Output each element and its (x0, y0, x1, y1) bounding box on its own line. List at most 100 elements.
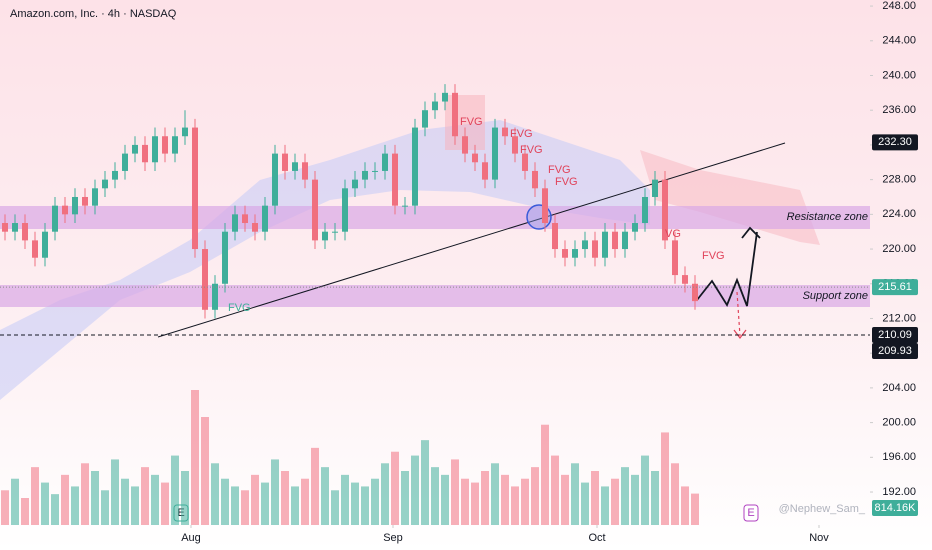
price-tag (872, 343, 918, 360)
volume-bar (581, 482, 589, 525)
volume-bar (141, 467, 149, 525)
resistance-zone (0, 206, 870, 229)
y-tick-label: 248.00 (882, 0, 916, 12)
x-tick-label: Nov (809, 532, 829, 544)
volume-bar (101, 490, 109, 525)
zone-label: Support zone (803, 290, 868, 302)
volume-bar (31, 467, 39, 525)
candle-body (232, 214, 238, 232)
volume-bar (621, 467, 629, 525)
candle-body (82, 196, 88, 206)
candle-body (592, 240, 598, 258)
volume-bar (341, 474, 349, 525)
candle-body (122, 153, 128, 171)
candle-body (622, 231, 628, 250)
candle-body (92, 188, 98, 206)
volume-bar (561, 474, 569, 525)
volume-bar (661, 432, 669, 525)
volume-bar (411, 455, 419, 525)
candle-body (402, 205, 408, 207)
y-tick-label: 192.00 (882, 486, 916, 498)
candle-body (212, 283, 218, 310)
volume-bar (171, 455, 179, 525)
y-tick-label: 224.00 (882, 208, 916, 220)
fvg-label: FVG (228, 302, 251, 314)
candle-body (352, 179, 358, 189)
volume-bar (541, 424, 549, 525)
volume-bar (471, 482, 479, 525)
volume-bar (641, 455, 649, 525)
volume-bar (111, 459, 119, 525)
candle-body (432, 101, 438, 111)
candle-body (412, 127, 418, 206)
volume-bar (371, 478, 379, 525)
volume-bar (611, 478, 619, 525)
price-tag (872, 134, 918, 151)
volume-bar (451, 459, 459, 525)
volume-bar (361, 486, 369, 525)
volume-bar (491, 463, 499, 525)
price-tag-label: 232.30 (878, 136, 912, 148)
volume-bar (691, 493, 699, 525)
candle-body (72, 196, 78, 215)
candle-body (582, 240, 588, 250)
y-tick-label: 220.00 (882, 243, 916, 255)
volume-bar (401, 471, 409, 525)
volume-bar (311, 447, 319, 525)
candle-body (42, 231, 48, 258)
x-tick-label: Oct (588, 532, 605, 544)
candle-body (362, 170, 368, 180)
candle-body (612, 231, 618, 250)
candle-body (572, 249, 578, 258)
cloud (0, 120, 650, 400)
volume-bar (271, 459, 279, 525)
candle-body (602, 231, 608, 258)
volume-bar (51, 494, 59, 525)
volume-bar (651, 471, 659, 525)
candle-body (692, 283, 698, 302)
candle-body (292, 162, 298, 171)
candle-body (322, 231, 328, 241)
candle-body (52, 205, 58, 232)
volume-bar (631, 474, 639, 525)
volume-bar (81, 463, 89, 525)
volume-bar (261, 482, 269, 525)
volume-bar (441, 474, 449, 525)
down-projection (736, 291, 741, 337)
volume-bar (351, 482, 359, 525)
fvg-label: FVG (555, 176, 578, 188)
candle-body (332, 231, 338, 233)
volume-bar (291, 486, 299, 525)
volume-bar (231, 486, 239, 525)
volume-bar (91, 471, 99, 525)
volume-bar (251, 474, 259, 525)
volume-bar (461, 478, 469, 525)
candle-body (682, 275, 688, 284)
candle-body (382, 153, 388, 171)
volume-bar (281, 471, 289, 525)
arrow-head (741, 226, 761, 239)
volume-bar (421, 440, 429, 525)
fvg-label: FVG (510, 128, 533, 140)
volume-tag-label: 814.16K (875, 502, 917, 514)
volume-bar (531, 467, 539, 525)
y-tick-label: 228.00 (882, 174, 916, 186)
candle-body (162, 136, 168, 154)
volume-bar (391, 451, 399, 525)
fvg-label: FVG (460, 116, 483, 128)
volume-bar (151, 474, 159, 525)
volume-bar (681, 486, 689, 525)
trendline (157, 142, 786, 338)
x-tick-label: Aug (181, 532, 201, 544)
volume-bar (321, 467, 329, 525)
volume-bar (121, 478, 129, 525)
volume-bar (221, 478, 229, 525)
candle-body (132, 144, 138, 154)
candle-body (102, 179, 108, 189)
candle-body (672, 240, 678, 276)
y-tick-label: 236.00 (882, 104, 916, 116)
candle-body (552, 223, 558, 250)
candle-body (472, 153, 478, 163)
y-tick-label: 244.00 (882, 35, 916, 47)
volume-bar (481, 471, 489, 525)
